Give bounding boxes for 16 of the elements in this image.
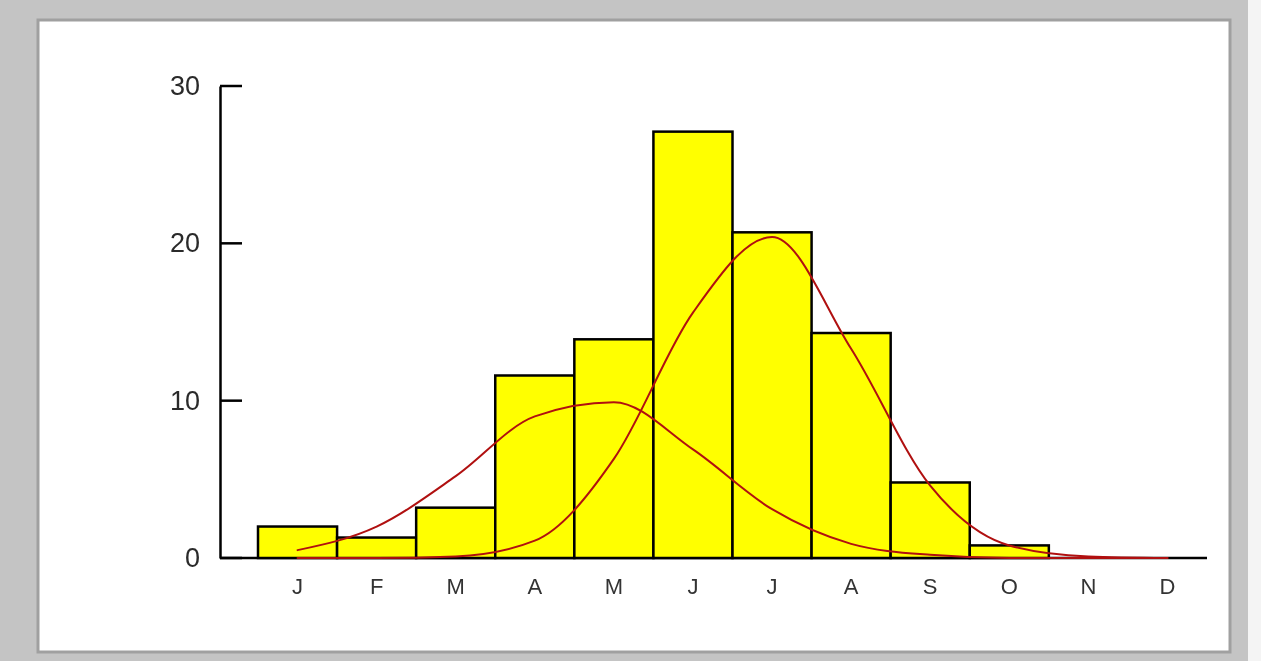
x-tick-label: O (1000, 573, 1018, 599)
x-tick-label: A (843, 573, 859, 599)
x-tick-label: N (1080, 573, 1097, 599)
y-tick-label: 30 (169, 71, 200, 102)
y-tick-label: 20 (169, 228, 200, 259)
x-tick-label: F (369, 573, 384, 599)
x-tick-label: M (446, 573, 465, 599)
y-tick-label: 0 (184, 543, 200, 574)
x-tick-label: J (687, 573, 699, 599)
x-tick-label: J (766, 573, 778, 599)
x-tick-label: D (1159, 573, 1176, 599)
x-tick-label: J (292, 573, 304, 599)
x-tick-label: S (922, 573, 938, 599)
x-tick-label: M (604, 573, 624, 599)
x-tick-label: A (527, 573, 543, 599)
y-tick-label: 10 (169, 385, 200, 416)
